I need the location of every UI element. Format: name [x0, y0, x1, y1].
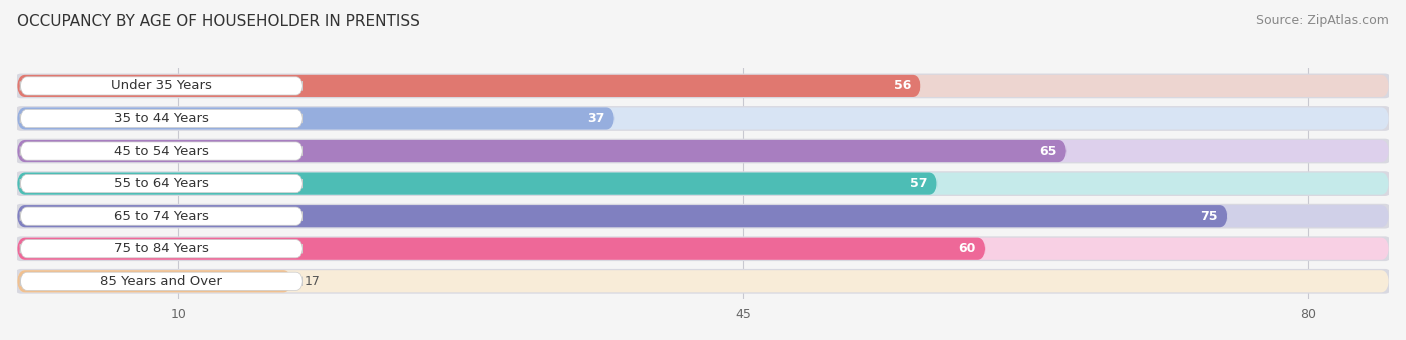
FancyBboxPatch shape: [13, 171, 1393, 196]
FancyBboxPatch shape: [17, 238, 986, 260]
FancyBboxPatch shape: [13, 269, 1393, 294]
Text: OCCUPANCY BY AGE OF HOUSEHOLDER IN PRENTISS: OCCUPANCY BY AGE OF HOUSEHOLDER IN PRENT…: [17, 14, 420, 29]
FancyBboxPatch shape: [17, 107, 614, 130]
FancyBboxPatch shape: [17, 75, 1389, 97]
FancyBboxPatch shape: [20, 207, 302, 225]
FancyBboxPatch shape: [17, 172, 1389, 195]
FancyBboxPatch shape: [17, 107, 1389, 130]
FancyBboxPatch shape: [20, 77, 302, 95]
Text: 35 to 44 Years: 35 to 44 Years: [114, 112, 209, 125]
Text: 55 to 64 Years: 55 to 64 Years: [114, 177, 209, 190]
FancyBboxPatch shape: [13, 73, 1393, 98]
FancyBboxPatch shape: [20, 240, 302, 258]
Text: 60: 60: [959, 242, 976, 255]
Text: Under 35 Years: Under 35 Years: [111, 80, 212, 92]
Text: 65 to 74 Years: 65 to 74 Years: [114, 210, 209, 223]
Text: 45 to 54 Years: 45 to 54 Years: [114, 144, 209, 157]
FancyBboxPatch shape: [20, 174, 302, 193]
FancyBboxPatch shape: [17, 238, 1389, 260]
Text: 56: 56: [894, 80, 911, 92]
Text: 75: 75: [1201, 210, 1218, 223]
FancyBboxPatch shape: [17, 270, 291, 292]
Text: 37: 37: [588, 112, 605, 125]
Text: 75 to 84 Years: 75 to 84 Years: [114, 242, 209, 255]
FancyBboxPatch shape: [20, 142, 302, 160]
Text: Source: ZipAtlas.com: Source: ZipAtlas.com: [1256, 14, 1389, 27]
FancyBboxPatch shape: [17, 75, 921, 97]
FancyBboxPatch shape: [17, 205, 1227, 227]
FancyBboxPatch shape: [13, 236, 1393, 261]
FancyBboxPatch shape: [17, 140, 1066, 162]
FancyBboxPatch shape: [17, 205, 1389, 227]
FancyBboxPatch shape: [17, 270, 1389, 292]
FancyBboxPatch shape: [17, 140, 1389, 162]
FancyBboxPatch shape: [17, 172, 936, 195]
Text: 57: 57: [910, 177, 928, 190]
FancyBboxPatch shape: [20, 109, 302, 128]
Text: 65: 65: [1039, 144, 1056, 157]
FancyBboxPatch shape: [13, 106, 1393, 131]
Text: 85 Years and Over: 85 Years and Over: [100, 275, 222, 288]
FancyBboxPatch shape: [13, 139, 1393, 164]
FancyBboxPatch shape: [20, 272, 302, 290]
Text: 17: 17: [304, 275, 321, 288]
FancyBboxPatch shape: [13, 204, 1393, 228]
